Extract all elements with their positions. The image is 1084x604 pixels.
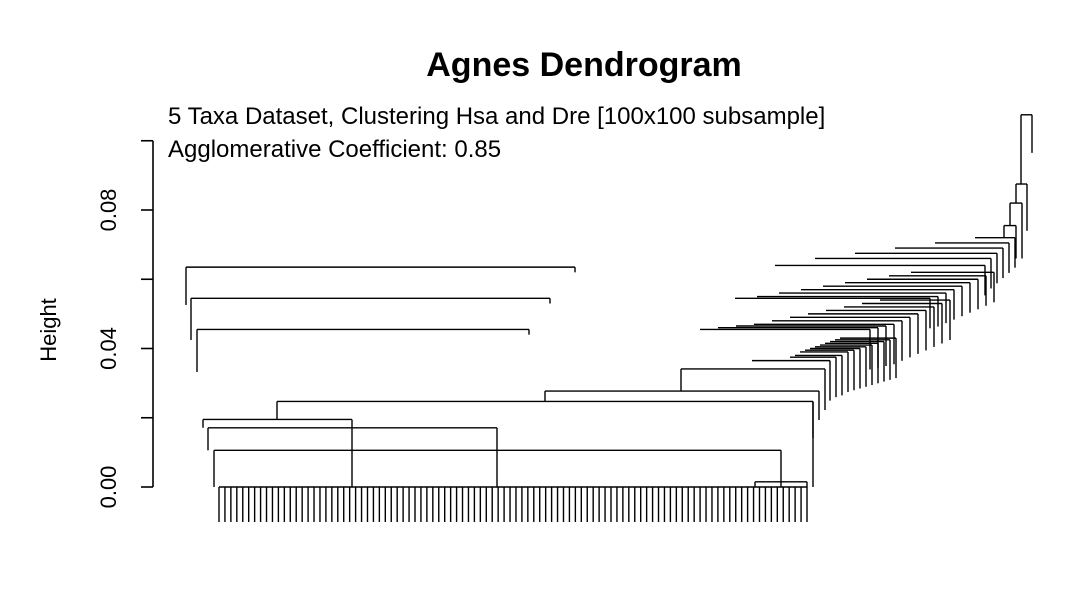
y-tick-label: 0.00 <box>96 466 121 509</box>
y-tick-label: 0.04 <box>96 327 121 370</box>
chart-title: Agnes Dendrogram <box>426 46 742 84</box>
y-axis-label: Height <box>36 298 61 362</box>
y-axis: 0.00 0.04 0.08 <box>96 139 154 509</box>
annotation-dataset: 5 Taxa Dataset, Clustering Hsa and Dre [… <box>168 103 825 130</box>
annotation-coefficient: Agglomerative Coefficient: 0.85 <box>168 136 501 163</box>
dendrogram-branches <box>185 114 1033 522</box>
y-tick-label: 0.08 <box>96 189 121 232</box>
